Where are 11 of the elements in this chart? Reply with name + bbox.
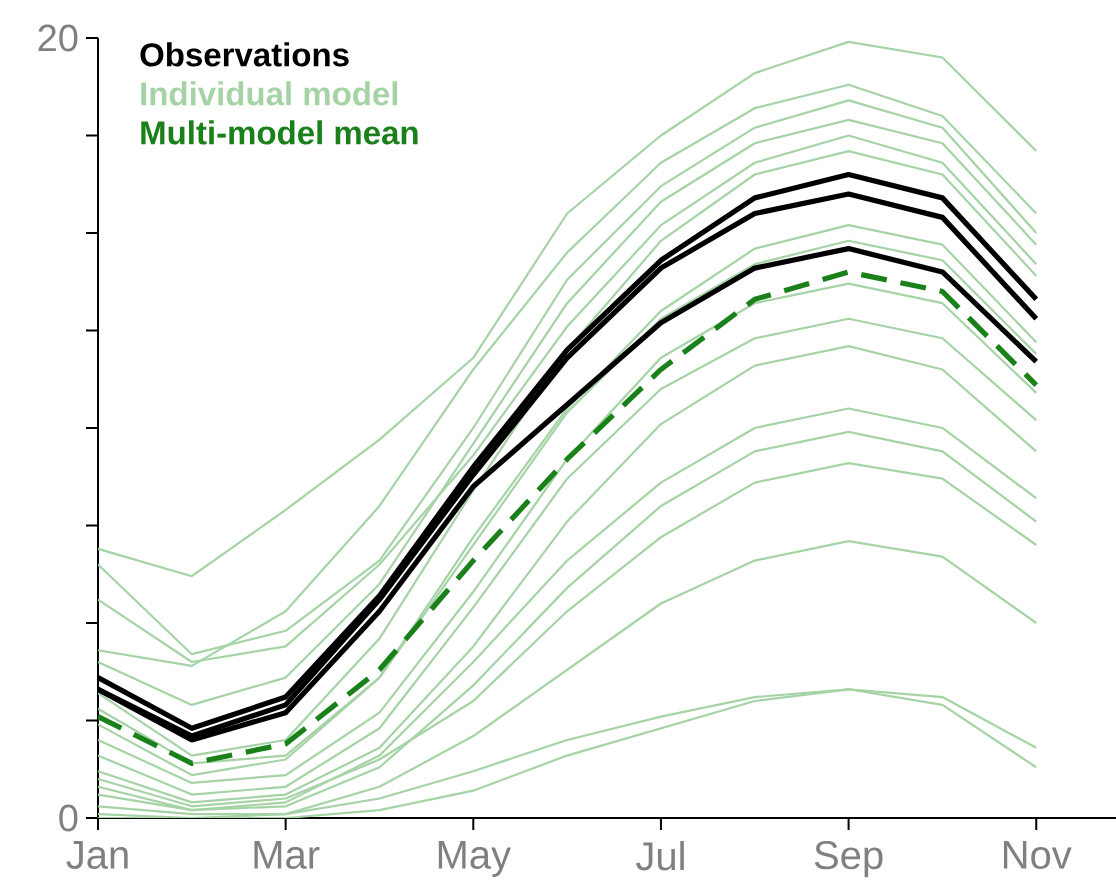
x-tick-label: Mar xyxy=(254,841,320,869)
y-tick-label: 20 xyxy=(38,24,78,52)
x-tick-label: Sep xyxy=(814,841,883,878)
text: Individual model xyxy=(141,81,398,106)
x-tick-label: May xyxy=(438,841,511,877)
text: Multi-model mean xyxy=(141,120,418,145)
text: Observations xyxy=(140,42,349,67)
x-tick-label: Jan xyxy=(66,841,128,869)
y-tick-label: 0 xyxy=(59,804,78,832)
x-tick-label: Jul xyxy=(636,841,684,871)
x-tick-label: Nov xyxy=(1003,841,1072,869)
